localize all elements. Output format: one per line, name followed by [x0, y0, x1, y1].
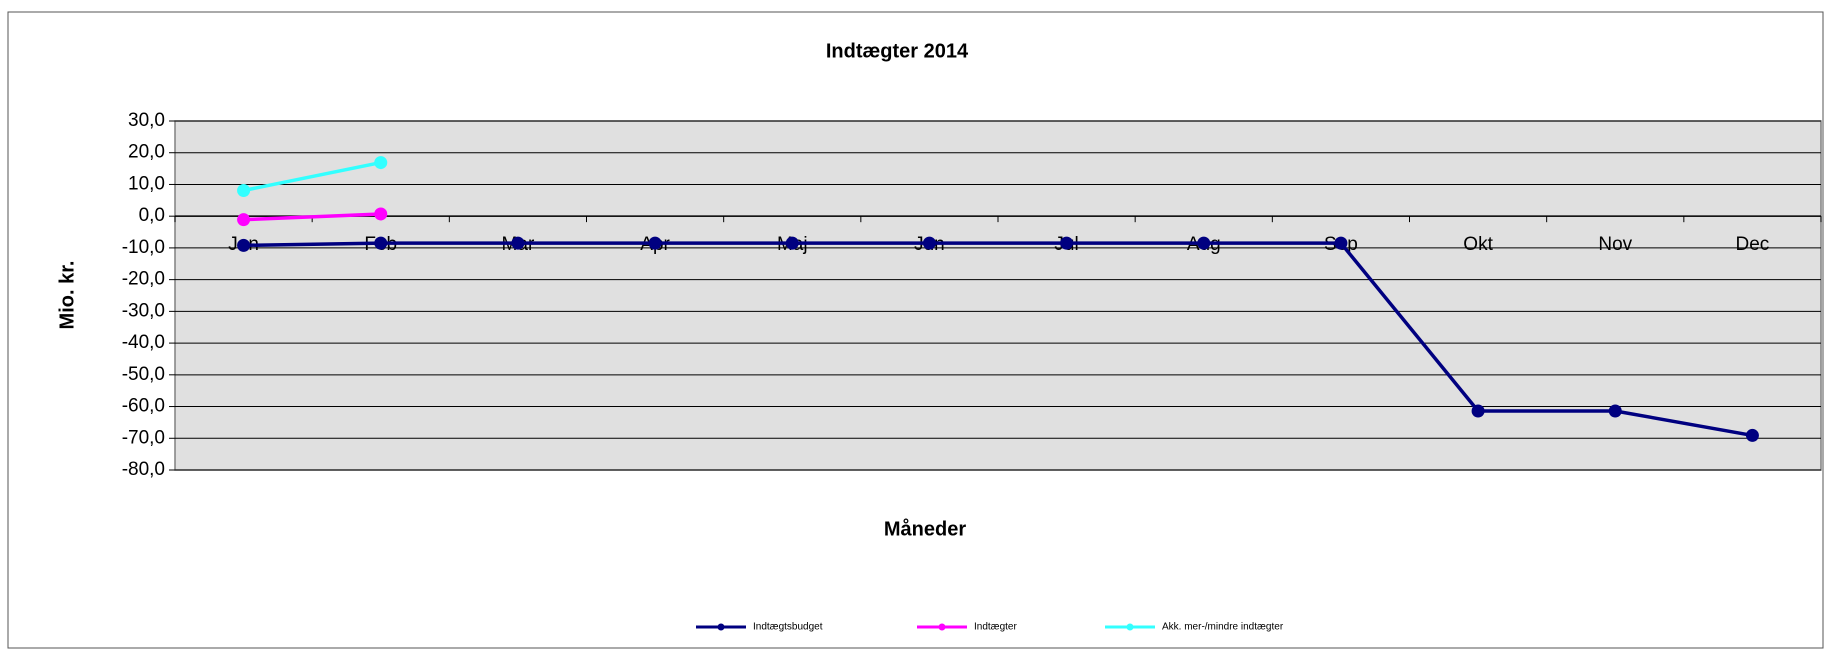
- data-point: [374, 156, 388, 170]
- y-tick-label: -30,0: [122, 300, 165, 321]
- legend-marker: [717, 623, 725, 631]
- legend-label: Indtægtsbudget: [753, 622, 823, 633]
- data-point: [922, 236, 936, 250]
- legend-marker: [1126, 623, 1134, 631]
- legend-label: Akk. mer-/mindre indtægter: [1162, 622, 1284, 633]
- x-axis-title: Måneder: [884, 517, 966, 540]
- y-tick-label: -20,0: [122, 269, 165, 290]
- data-point: [374, 236, 388, 250]
- y-tick-label: 10,0: [128, 173, 165, 194]
- data-point: [374, 207, 388, 221]
- y-tick-label: -80,0: [122, 459, 165, 480]
- plot-area: [174, 120, 1822, 471]
- y-tick-label: -40,0: [122, 332, 165, 353]
- data-point: [237, 238, 251, 252]
- data-point: [1608, 404, 1622, 418]
- legend-label: Indtægter: [974, 622, 1017, 633]
- y-tick-label: 20,0: [128, 142, 165, 163]
- legend-marker: [938, 623, 946, 631]
- data-point: [785, 236, 799, 250]
- x-tick-label: Dec: [1736, 234, 1770, 255]
- data-point: [1334, 236, 1348, 250]
- y-tick-label: -70,0: [122, 427, 165, 448]
- data-point: [648, 236, 662, 250]
- series-line: [243, 160, 382, 193]
- x-tick-label: Nov: [1598, 234, 1632, 255]
- y-tick-label: 0,0: [139, 205, 165, 226]
- chart-title: Indtægter 2014: [826, 40, 969, 62]
- series-line: [243, 241, 1753, 438]
- data-point: [1060, 236, 1074, 250]
- data-point: [237, 213, 251, 227]
- x-tick-label: Okt: [1463, 234, 1493, 255]
- data-point: [1471, 404, 1485, 418]
- data-point: [1197, 236, 1211, 250]
- y-tick-label: -10,0: [122, 237, 165, 258]
- y-tick-label: 30,0: [128, 110, 165, 131]
- data-point: [1745, 428, 1759, 442]
- series-line: [243, 212, 381, 222]
- y-tick-label: -60,0: [122, 396, 165, 417]
- y-axis-title: Mio. kr.: [56, 261, 78, 330]
- data-point: [511, 236, 525, 250]
- data-point: [237, 183, 251, 197]
- y-tick-label: -50,0: [122, 364, 165, 385]
